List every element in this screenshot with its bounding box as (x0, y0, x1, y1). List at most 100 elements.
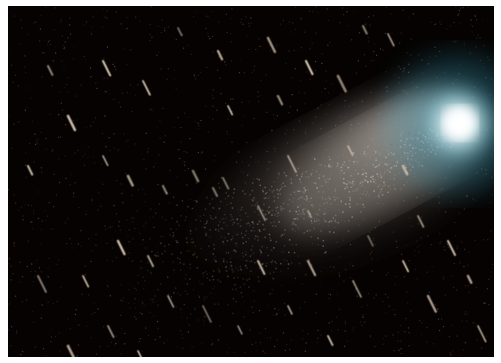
noise-grain (236, 161, 238, 163)
noise-grain (447, 246, 449, 248)
tail-grain-dot (260, 250, 262, 253)
tail-grain-dot (337, 221, 339, 224)
tail-grain-dot (357, 172, 359, 175)
tail-grain-dot (379, 184, 381, 186)
tail-grain-dot (134, 307, 136, 309)
tail-grain-dot (327, 180, 329, 183)
tail-grain-dot (175, 239, 177, 242)
noise-grain (101, 163, 103, 165)
noise-grain (20, 206, 23, 208)
noise-grain (242, 23, 244, 25)
noise-grain (109, 295, 111, 297)
tail-grain-dot (328, 220, 331, 223)
tail-grain-dot (137, 274, 139, 277)
noise-grain (233, 114, 235, 116)
noise-grain (77, 344, 80, 346)
noise-grain (200, 119, 202, 122)
tail-grain-dot (336, 165, 339, 167)
noise-grain (470, 19, 472, 21)
noise-grain (363, 54, 366, 56)
noise-grain (325, 113, 327, 115)
noise-grain (400, 352, 402, 355)
noise-grain (106, 242, 108, 245)
noise-grain (93, 121, 95, 124)
tail-grain-dot (171, 253, 173, 255)
noise-grain (253, 118, 255, 120)
noise-grain (201, 342, 203, 344)
tail-grain-dot (285, 175, 287, 177)
noise-grain (285, 62, 287, 64)
tail-grain-dot (111, 260, 114, 262)
noise-grain (298, 120, 300, 122)
tail-grain-dot (269, 272, 271, 275)
noise-grain (158, 154, 160, 156)
noise-grain (304, 301, 306, 303)
noise-grain (24, 204, 26, 206)
tail-grain-dot (183, 303, 186, 306)
tail-grain-dot (302, 211, 305, 214)
star-trail (167, 295, 175, 308)
noise-grain (410, 310, 412, 312)
tail-grain-dot (384, 163, 387, 165)
noise-grain (60, 21, 62, 23)
noise-grain (346, 11, 348, 13)
noise-grain (91, 199, 93, 201)
noise-grain (356, 295, 358, 297)
noise-grain (248, 25, 250, 27)
tail-grain-dot (273, 221, 275, 223)
tail-grain-dot (217, 230, 220, 233)
noise-grain (317, 107, 319, 109)
noise-grain (198, 125, 200, 127)
tail-grain-dot (276, 206, 279, 209)
tail-grain-dot (365, 164, 367, 166)
noise-grain (120, 299, 122, 301)
tail-grain-dot (302, 213, 304, 215)
noise-grain (84, 58, 86, 60)
tail-grain-dot (248, 278, 251, 280)
noise-grain (248, 22, 250, 24)
tail-grain-dot (293, 218, 295, 220)
tail-grain-dot (115, 256, 117, 259)
tail-grain-dot (127, 289, 130, 291)
noise-grain (400, 68, 402, 70)
noise-grain (104, 16, 106, 18)
noise-grain (453, 263, 455, 265)
noise-grain (456, 335, 458, 337)
noise-grain (187, 331, 189, 333)
noise-grain (387, 296, 389, 298)
tail-grain-dot (299, 197, 301, 199)
noise-grain (121, 300, 123, 302)
noise-grain (183, 47, 185, 49)
noise-grain (47, 276, 49, 278)
noise-grain (145, 327, 147, 330)
noise-grain (52, 303, 54, 305)
noise-grain (91, 313, 93, 315)
tail-grain-dot (205, 258, 207, 261)
tail-grain-dot (281, 186, 283, 188)
noise-grain (439, 21, 441, 23)
tail-grain-dot (149, 271, 152, 274)
star-trail (107, 325, 115, 338)
noise-grain (186, 184, 188, 186)
noise-grain (437, 318, 440, 320)
tail-grain-dot (369, 181, 372, 184)
tail-grain-dot (362, 184, 364, 186)
tail-grain-dot (142, 276, 145, 278)
tail-grain-dot (317, 191, 320, 193)
noise-grain (60, 286, 62, 288)
noise-grain (13, 194, 15, 196)
tail-grain-dot (275, 207, 277, 209)
noise-grain (95, 117, 97, 119)
noise-grain (283, 302, 286, 305)
noise-grain (388, 305, 390, 307)
noise-grain (62, 119, 64, 121)
noise-grain (222, 54, 224, 56)
noise-grain (365, 23, 367, 25)
tail-grain-dot (324, 198, 327, 200)
star-trail (237, 325, 243, 335)
noise-grain (173, 69, 175, 71)
noise-grain (131, 260, 134, 262)
noise-grain (385, 71, 387, 73)
noise-grain (107, 286, 109, 288)
tail-grain-dot (288, 198, 291, 201)
